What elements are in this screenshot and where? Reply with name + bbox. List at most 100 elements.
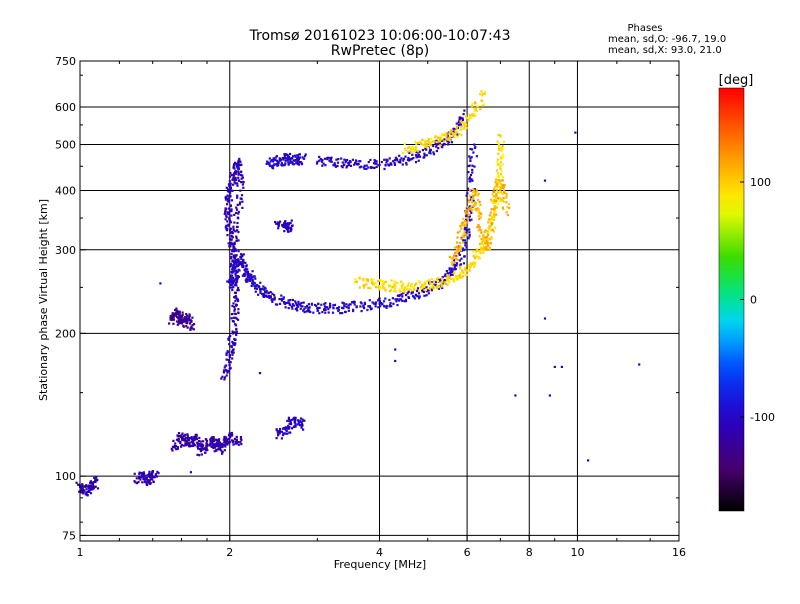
data-point <box>281 434 285 437</box>
data-point <box>284 432 287 435</box>
data-point <box>328 306 332 309</box>
data-point <box>239 174 242 177</box>
data-point <box>258 372 262 375</box>
data-point <box>496 206 499 209</box>
data-point <box>365 164 368 167</box>
data-point <box>498 148 501 151</box>
data-point <box>458 230 461 233</box>
data-point <box>423 294 426 297</box>
data-point <box>233 242 236 246</box>
data-point <box>286 419 289 422</box>
data-point <box>216 444 219 448</box>
data-point <box>265 289 268 293</box>
data-point <box>360 310 363 313</box>
data-point <box>314 303 317 307</box>
data-point <box>298 419 301 422</box>
data-point <box>439 142 442 145</box>
data-point <box>287 223 290 226</box>
data-point <box>475 155 478 158</box>
data-point <box>470 201 474 204</box>
data-point <box>232 320 235 323</box>
data-point <box>285 157 288 160</box>
data-point <box>224 209 227 212</box>
data-point <box>467 171 470 174</box>
data-point <box>238 157 241 160</box>
data-point <box>478 201 481 204</box>
data-point <box>324 308 327 311</box>
data-point <box>369 166 373 169</box>
data-point <box>210 439 213 442</box>
data-point <box>474 208 477 211</box>
data-point <box>371 166 374 169</box>
data-point <box>294 425 297 428</box>
data-point <box>477 215 480 218</box>
data-point <box>230 210 233 213</box>
data-point <box>254 287 257 290</box>
data-point <box>230 313 234 316</box>
data-point <box>240 264 244 267</box>
data-point <box>231 304 234 308</box>
data-point <box>422 143 425 146</box>
data-point <box>450 267 453 270</box>
data-point <box>232 341 235 345</box>
data-point <box>133 480 136 483</box>
data-point <box>233 437 236 440</box>
data-point <box>432 284 435 287</box>
data-point <box>228 280 231 284</box>
data-point <box>237 286 240 289</box>
data-point <box>450 141 454 144</box>
data-point <box>179 440 182 443</box>
data-point <box>245 280 248 283</box>
data-point <box>179 321 182 324</box>
data-point <box>415 282 418 285</box>
data-point <box>500 190 503 194</box>
data-point <box>403 288 406 292</box>
data-point <box>425 143 429 146</box>
data-point <box>479 216 482 219</box>
data-point <box>480 90 483 93</box>
data-point <box>372 302 375 305</box>
data-point <box>480 229 483 232</box>
data-point <box>334 165 337 168</box>
data-point <box>460 222 463 226</box>
data-point <box>269 160 272 163</box>
data-point <box>172 314 175 317</box>
data-point <box>427 292 430 295</box>
data-point <box>175 313 178 316</box>
data-point <box>374 302 377 305</box>
data-point <box>181 313 184 316</box>
data-point <box>241 200 244 203</box>
data-point <box>469 147 472 151</box>
y-tick-label: 500 <box>55 139 76 152</box>
data-point <box>382 283 385 286</box>
data-point <box>460 276 463 279</box>
data-point <box>437 285 440 288</box>
data-point <box>241 176 244 179</box>
data-point <box>393 280 396 283</box>
data-point <box>429 148 432 151</box>
data-point <box>211 443 214 446</box>
data-point <box>235 333 238 337</box>
data-point <box>232 165 235 168</box>
data-point <box>290 305 293 308</box>
data-point <box>225 353 228 356</box>
data-point <box>481 92 485 95</box>
data-point <box>481 239 484 242</box>
data-point <box>362 286 366 289</box>
data-point <box>235 278 239 281</box>
data-point <box>151 470 154 473</box>
data-point <box>297 162 300 165</box>
data-point <box>228 354 231 357</box>
data-point <box>496 200 499 203</box>
data-point <box>458 265 461 268</box>
data-point <box>367 305 370 308</box>
data-point <box>464 231 468 234</box>
data-point <box>234 278 237 281</box>
data-point <box>291 157 294 160</box>
y-tick-label: 300 <box>55 244 76 257</box>
data-point <box>294 302 298 305</box>
data-point <box>400 286 403 289</box>
data-point <box>181 311 184 314</box>
data-point <box>393 163 397 166</box>
data-point <box>243 274 246 277</box>
